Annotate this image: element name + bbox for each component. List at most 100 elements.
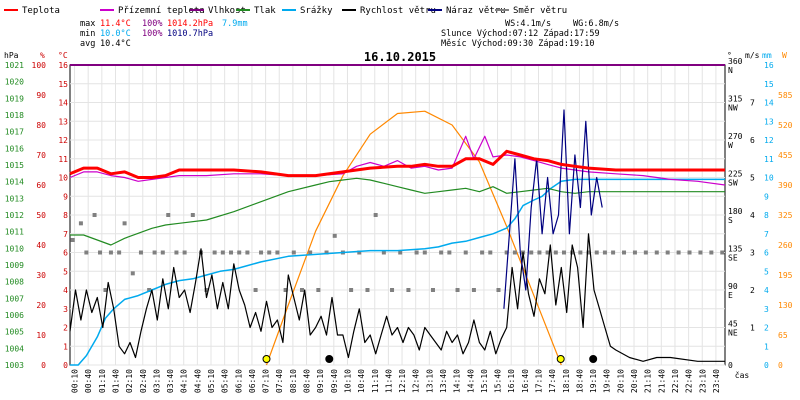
solar-tick-label: 195 (778, 271, 793, 280)
series-line-solar (265, 110, 562, 366)
percent-tick-label: 80 (36, 121, 46, 130)
stat-avg-temp: 10.4°C (100, 39, 131, 49)
rain-unit: mm (762, 51, 772, 60)
direction-tick-label: 135 (728, 245, 743, 254)
wind-direction-point (698, 250, 703, 255)
x-tick-label: 16:40 (521, 369, 530, 393)
legend-label: Teplota (22, 6, 60, 16)
x-tick-label: 06:10 (234, 369, 243, 393)
x-tick-label: 01:10 (98, 369, 107, 393)
wind-direction-point (253, 288, 258, 292)
wind_speed-tick-label: 4 (750, 211, 755, 220)
percent-tick-label: 40 (36, 241, 46, 250)
wind-direction-point (130, 271, 135, 276)
hpa-tick-label: 1019 (5, 94, 24, 103)
x-tick-label: 17:40 (548, 369, 557, 393)
wind-direction-point (291, 250, 296, 255)
x-tick-label: 08:10 (289, 369, 298, 393)
wind_speed-tick-label: 3 (750, 249, 755, 258)
solar-tick-label: 390 (778, 181, 793, 190)
x-tick-label: 06:40 (248, 369, 257, 393)
celsius-tick-label: 5 (63, 267, 68, 276)
stat-min-label: min (80, 29, 95, 39)
stat-moon: Měsíc Východ:09:30 Západ:19:10 (441, 39, 595, 49)
x-tick-label: 15:40 (494, 369, 503, 393)
percent-tick-label: 90 (36, 91, 46, 100)
series-line-pzemnteplota (69, 135, 726, 186)
wind-direction-point (365, 288, 370, 292)
x-tick-label: 23:40 (712, 369, 721, 393)
stat-max-label: max (80, 19, 95, 29)
x-tick-label: 13:40 (439, 369, 448, 393)
legend-label: Směr větru (513, 6, 567, 16)
celsius-tick-label: 11 (58, 155, 68, 164)
x-tick-label: 07:40 (275, 369, 284, 393)
wind-direction-point (108, 250, 113, 255)
wind-direction-point (84, 250, 89, 255)
legend-label: Vlhkost (208, 6, 246, 16)
x-tick-label: 18:10 (562, 369, 571, 393)
x-tick-label: 20:10 (616, 369, 625, 393)
direction-tick-label: 180 (728, 207, 743, 216)
direction-tick-label: 45 (728, 320, 738, 329)
rain_mm-tick-label: 5 (764, 267, 769, 276)
legend-label: Náraz větru (446, 6, 506, 16)
rain_mm-tick-label: 2 (764, 324, 769, 333)
stat-max-rain: 7.9mm (222, 19, 248, 29)
wind-direction-point (98, 250, 103, 255)
legend-label: Přízemní teplota (118, 6, 205, 16)
wind-direction-point (117, 250, 122, 255)
wind_speed-tick-label: 1 (750, 324, 755, 333)
stat-min-hum: 100% (142, 29, 162, 39)
hpa-tick-label: 1007 (5, 294, 24, 303)
celsius-tick-label: 7 (63, 230, 68, 239)
x-tick-label: 00:40 (84, 369, 93, 393)
wind-direction-point (147, 288, 152, 292)
series-line-nrazvtru (503, 109, 603, 309)
x-tick-label: 15:10 (480, 369, 489, 393)
direction-tick-label: 315 (728, 95, 743, 104)
x-tick-label: 22:10 (671, 369, 680, 393)
rain_mm-tick-label: 10 (764, 174, 774, 183)
wind-direction-point (212, 250, 217, 255)
celsius-tick-label: 0 (63, 361, 68, 370)
x-tick-label: 02:40 (139, 369, 148, 393)
x-tick-label: 14:10 (453, 369, 462, 393)
x-axis-label: čas (735, 370, 750, 380)
x-tick-label: 12:40 (412, 369, 421, 393)
wind-direction-point (324, 250, 329, 255)
hpa-tick-label: 1016 (5, 144, 24, 153)
celsius-tick-label: 10 (58, 174, 68, 183)
wind-direction-point (299, 288, 304, 292)
wind-direction-point (463, 250, 468, 255)
wind-direction-point (504, 250, 509, 255)
hpa-tick-label: 1004 (5, 344, 24, 353)
x-tick-label: 14:40 (466, 369, 475, 393)
wind-direction-point (471, 288, 476, 292)
hpa-tick-label: 1009 (5, 261, 24, 270)
percent-tick-label: 20 (36, 301, 46, 310)
wind-direction-point (480, 250, 485, 255)
hpa-tick-label: 1015 (5, 161, 24, 170)
direction-unit: ° (727, 51, 732, 60)
direction-tick-label: SE (728, 254, 738, 263)
wind-direction-point (643, 250, 648, 255)
percent-tick-label: 100 (32, 61, 47, 70)
direction-tick-label: 270 (728, 132, 743, 141)
x-tick-label: 03:10 (152, 369, 161, 393)
wind-direction-point (357, 250, 362, 255)
legend: Teplota Přízemní teplota Vlhkost Tlak Srážky… (4, 6, 567, 16)
hpa-tick-label: 1013 (5, 194, 24, 203)
stat-ws: WS:4.1m/s (505, 19, 551, 29)
rain_mm-tick-label: 16 (764, 61, 774, 70)
wind-direction-point (439, 250, 444, 255)
direction-tick-label: 360 (728, 57, 743, 66)
series-line-teplota (69, 149, 725, 179)
wind-direction-point (390, 288, 395, 292)
wind-direction-point (496, 288, 501, 292)
wind-direction-point (332, 233, 337, 238)
percent-tick-label: 60 (36, 181, 46, 190)
celsius-tick-label: 6 (63, 249, 68, 258)
x-tick-label: 02:10 (125, 369, 134, 393)
